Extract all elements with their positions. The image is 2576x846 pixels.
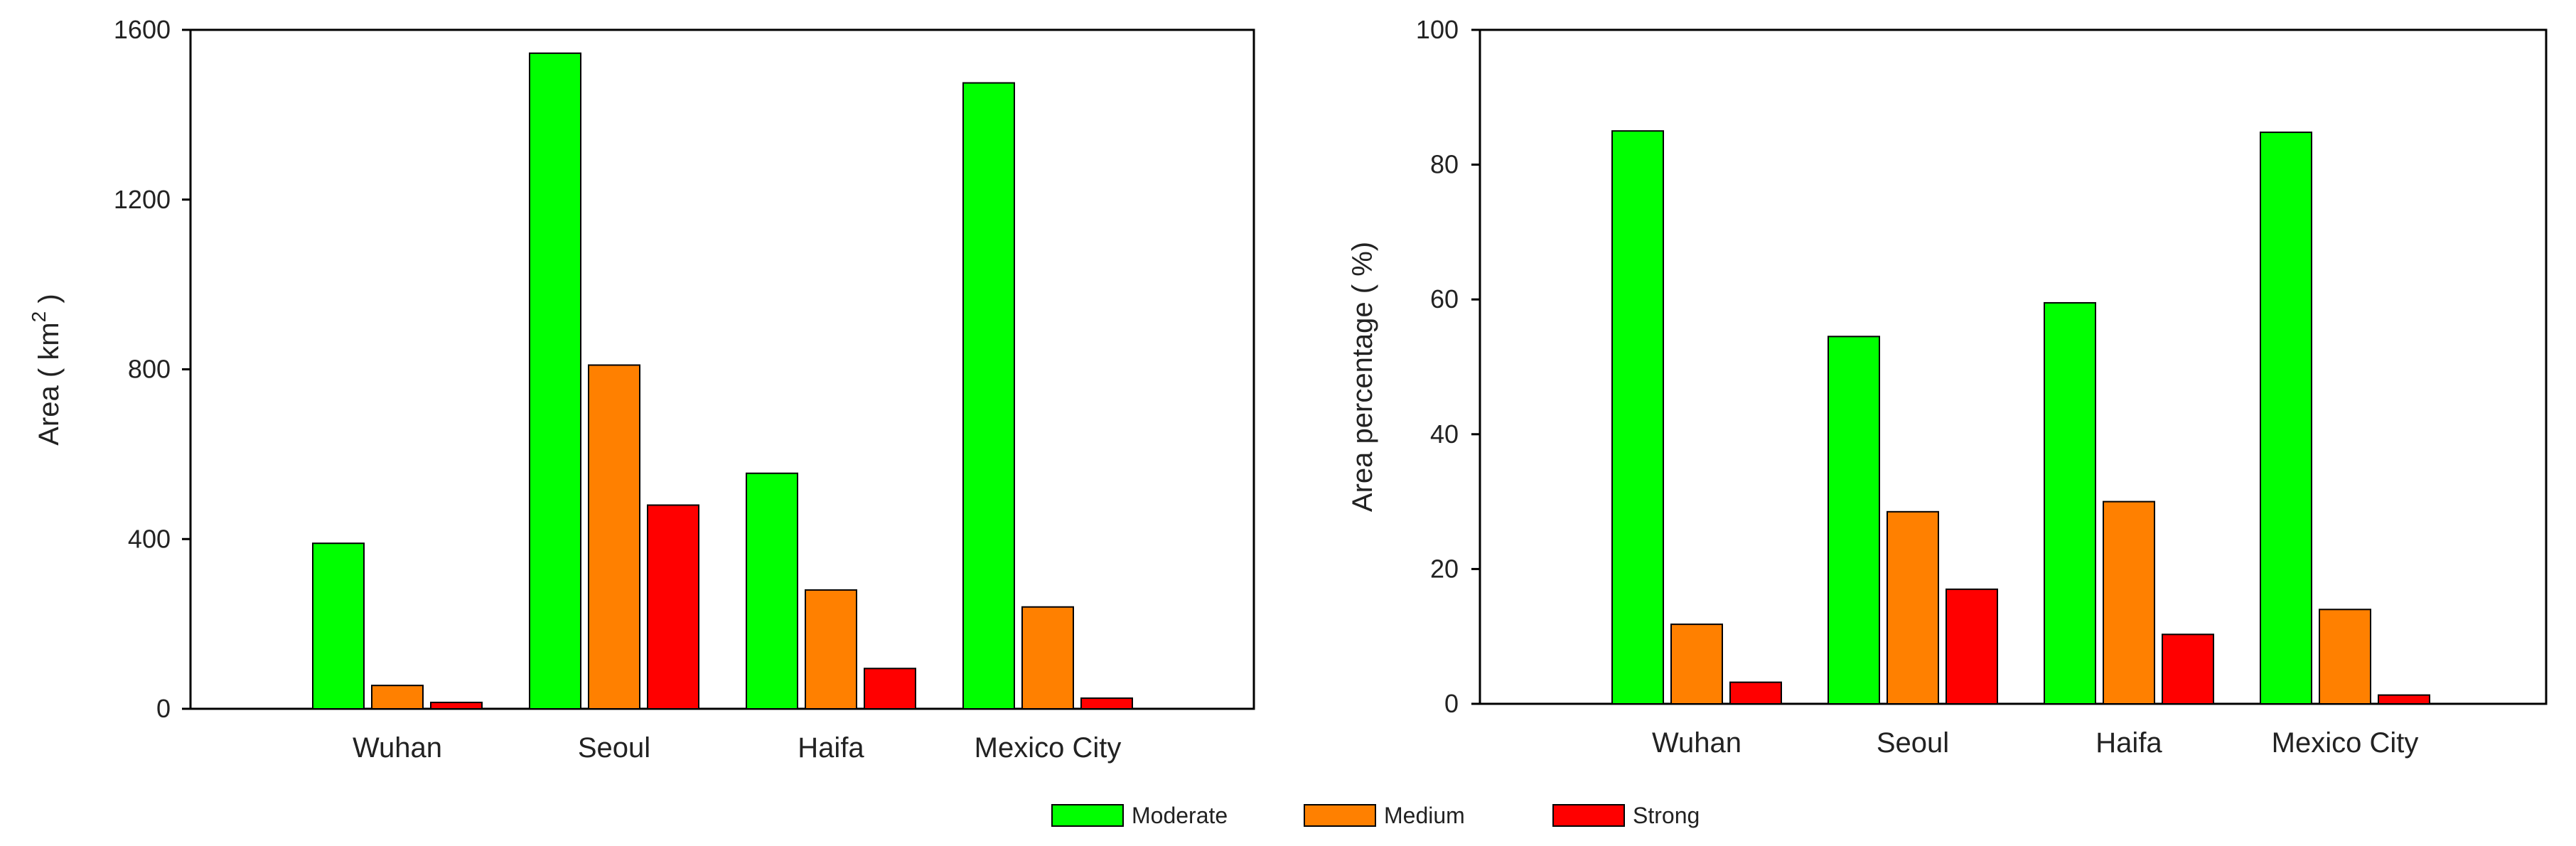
area-bar-seoul-strong <box>647 504 699 710</box>
area-x-tick-label: Wuhan <box>353 732 442 764</box>
area-y-tick-label: 400 <box>128 524 171 553</box>
percentage-bars <box>1611 130 2430 705</box>
area-bar-haifa-strong <box>864 668 916 710</box>
percentage-x-tick-label: Haifa <box>2095 727 2162 759</box>
percentage-bar-mexico-city-strong <box>2378 694 2430 705</box>
percentage-bar-wuhan-medium <box>1670 623 1723 705</box>
area-y-tick-label: 0 <box>156 694 171 723</box>
area-bars <box>312 52 1133 710</box>
percentage-bar-haifa-moderate <box>2044 301 2096 705</box>
area-y-ticks: 0 400 800 1200 1600 <box>114 15 190 723</box>
percentage-bar-seoul-strong <box>1946 588 1998 705</box>
percentage-x-tick-label: Mexico City <box>2272 727 2419 759</box>
area-y-axis-title: Area ( km2 ) <box>28 294 65 445</box>
area-bar-mexico-city-medium <box>1021 606 1074 710</box>
percentage-y-tick-label: 100 <box>1416 15 1459 44</box>
area-chart-panel: 0 400 800 1200 1600 Wuhan Seoul Haifa Mexico Ci… <box>28 15 1255 764</box>
percentage-y-tick-label: 0 <box>1444 689 1459 718</box>
percentage-x-tick-label: Seoul <box>1877 727 1949 759</box>
percentage-bar-mexico-city-medium <box>2319 609 2371 705</box>
percentage-y-ticks: 0 20 40 60 80 100 <box>1416 15 1480 718</box>
area-x-tick-label: Mexico City <box>975 732 1122 764</box>
percentage-bar-seoul-medium <box>1887 510 1939 705</box>
legend-label-medium: Medium <box>1384 803 1465 828</box>
area-bar-haifa-moderate <box>746 472 798 710</box>
area-y-tick-label: 1600 <box>114 15 171 44</box>
percentage-bar-haifa-medium <box>2103 500 2155 705</box>
percentage-y-axis-title: Area percentage ( %) <box>1347 242 1378 512</box>
legend-swatch-moderate <box>1051 804 1124 827</box>
area-x-tick-label: Seoul <box>578 732 650 764</box>
area-bar-mexico-city-moderate <box>962 82 1015 710</box>
legend-label-moderate: Moderate <box>1132 803 1228 828</box>
area-bar-wuhan-moderate <box>312 542 365 710</box>
area-bar-wuhan-strong <box>430 702 483 710</box>
plot-frame-percentage <box>1478 28 2548 705</box>
percentage-bar-wuhan-strong <box>1729 681 1782 705</box>
legend-swatch-strong <box>1552 804 1625 827</box>
percentage-y-tick-label: 60 <box>1430 284 1459 314</box>
percentage-x-tick-label: Wuhan <box>1652 727 1742 759</box>
percentage-y-tick-label: 80 <box>1430 150 1459 179</box>
area-x-tick-label: Haifa <box>798 732 864 764</box>
area-bar-mexico-city-strong <box>1080 697 1133 710</box>
area-y-tick-label: 1200 <box>114 185 171 214</box>
percentage-bar-mexico-city-moderate <box>2260 132 2312 705</box>
percentage-y-tick-label: 40 <box>1430 419 1459 449</box>
percentage-bar-wuhan-moderate <box>1611 130 1664 705</box>
area-bar-seoul-moderate <box>529 52 581 710</box>
legend: Moderate Medium Strong <box>1051 803 1700 828</box>
percentage-x-labels: Wuhan Seoul Haifa Mexico City <box>1652 727 2418 759</box>
area-x-labels: Wuhan Seoul Haifa Mexico City <box>353 732 1121 764</box>
legend-swatch-medium <box>1304 804 1376 827</box>
percentage-bar-haifa-strong <box>2162 633 2214 705</box>
percentage-bar-seoul-moderate <box>1828 336 1880 705</box>
area-bar-wuhan-medium <box>371 685 424 710</box>
area-y-tick-label: 800 <box>128 355 171 384</box>
percentage-y-tick-label: 20 <box>1430 554 1459 583</box>
legend-label-strong: Strong <box>1633 803 1700 828</box>
area-bar-seoul-medium <box>588 364 640 710</box>
area-bar-haifa-medium <box>805 589 857 710</box>
